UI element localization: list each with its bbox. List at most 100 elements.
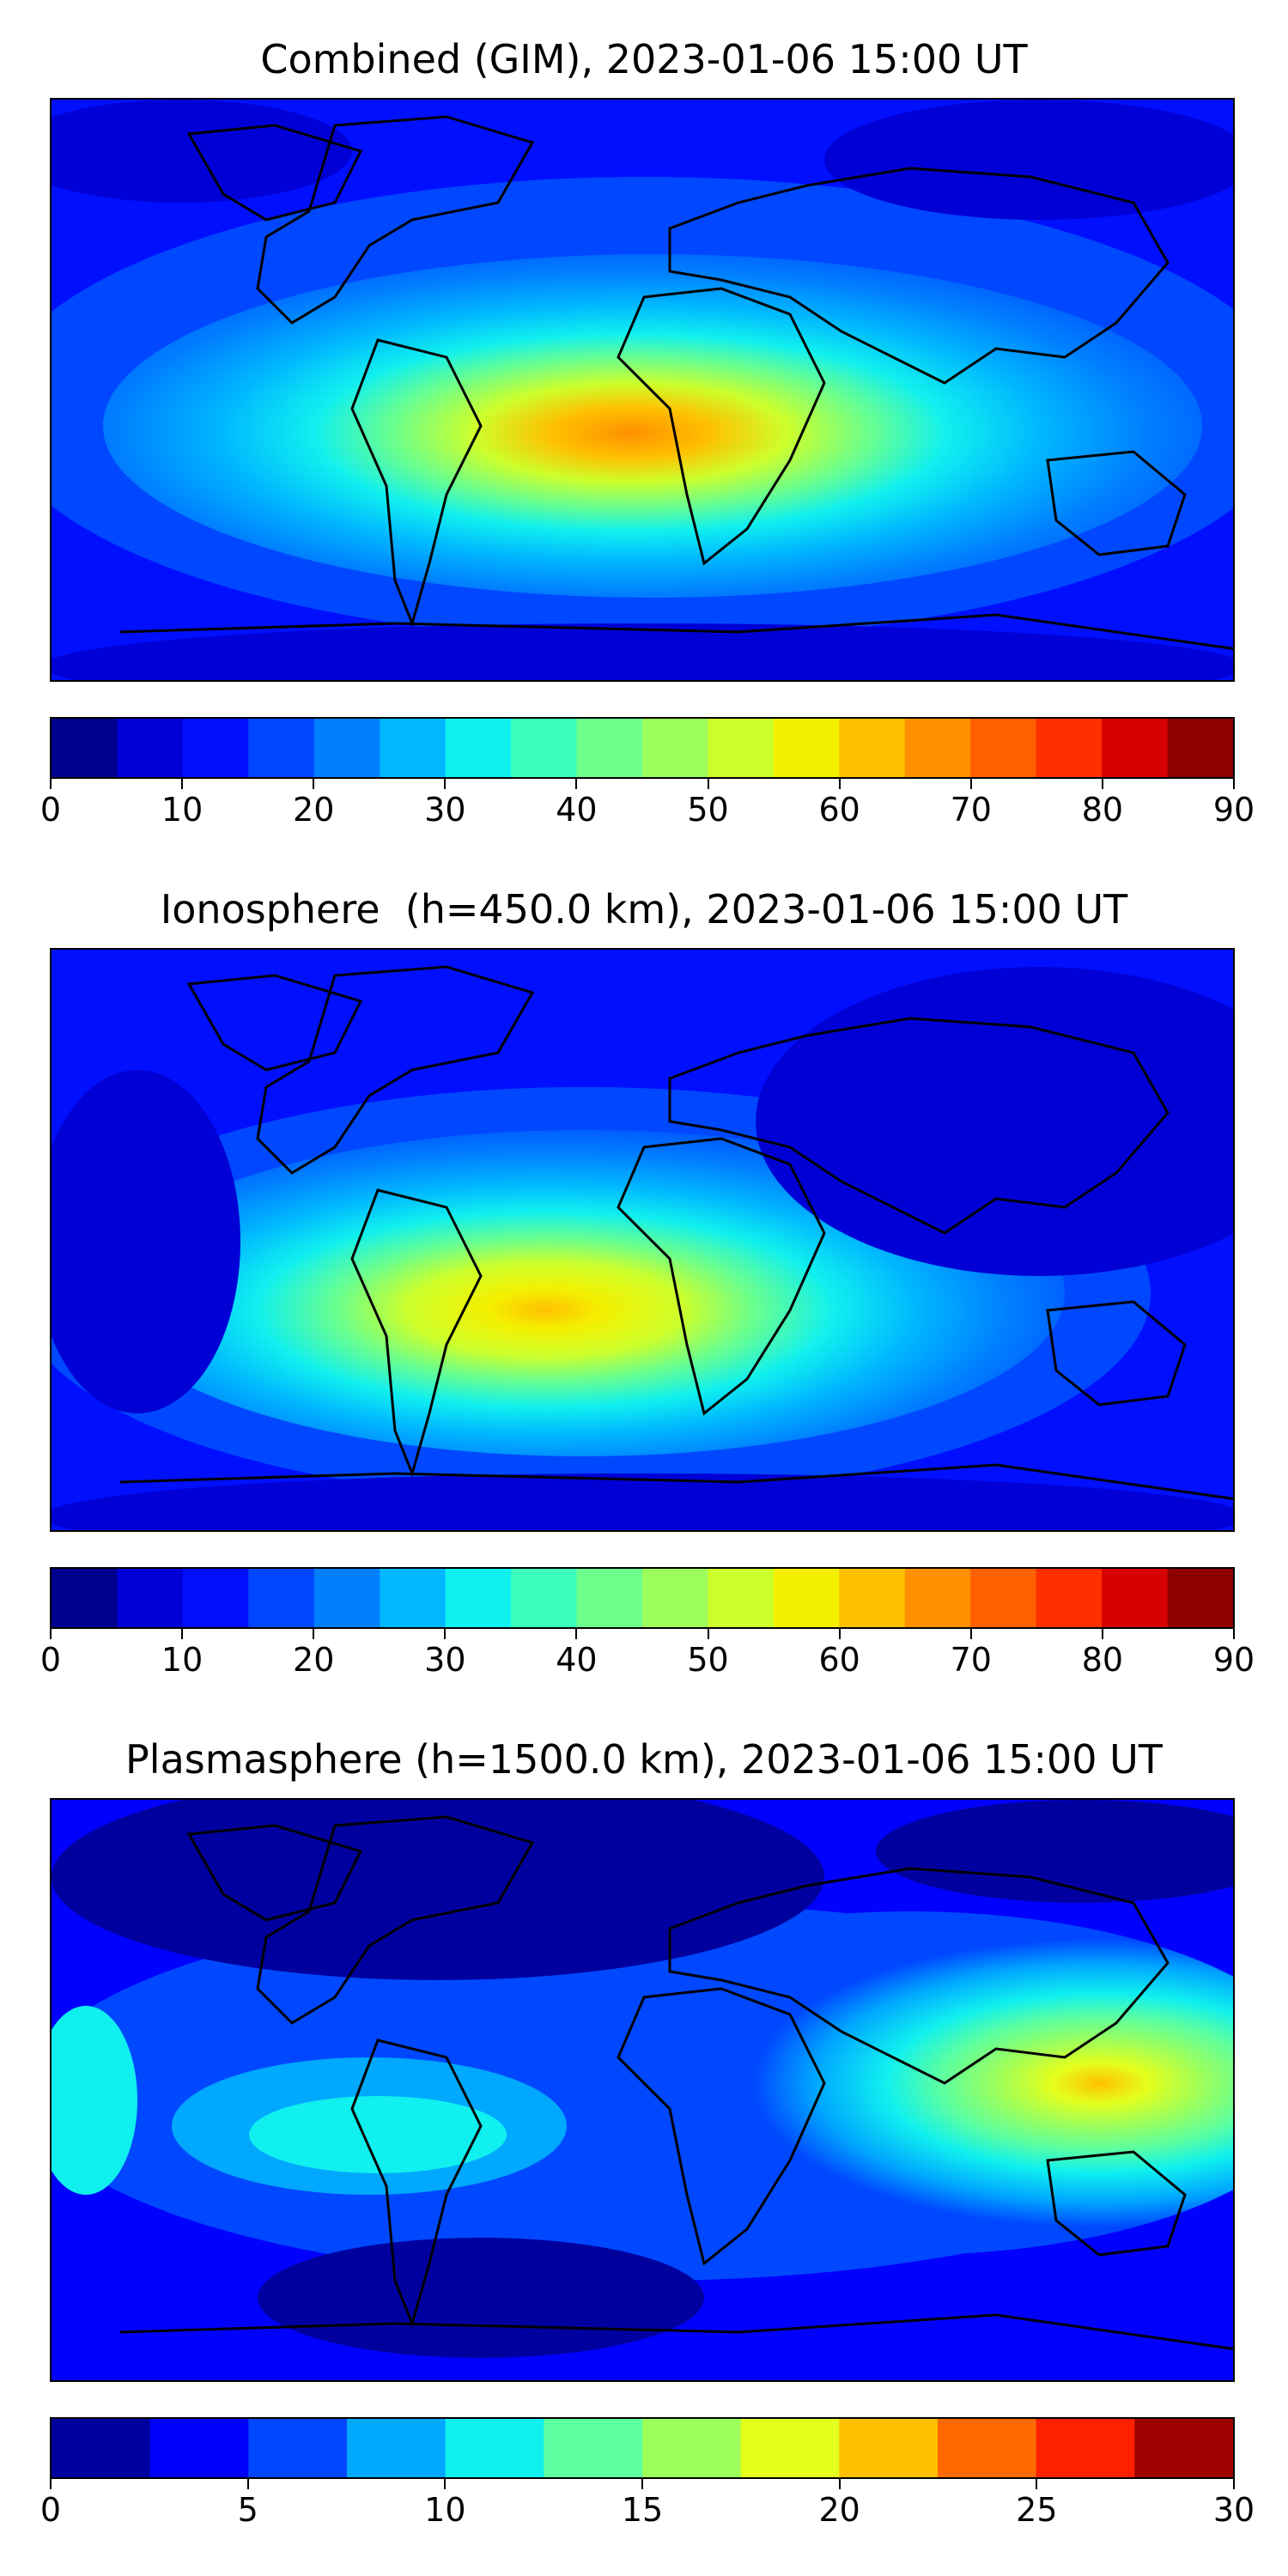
colorbar-tick-label: 50	[687, 791, 729, 829]
coastlines	[119, 115, 1233, 650]
colorbar-tick	[313, 1629, 315, 1639]
colorbar-tick-label: 90	[1212, 791, 1255, 829]
colorbar-segment	[938, 2419, 1037, 2477]
colorbar-tick-label: 20	[293, 791, 335, 829]
panel-title-combined: Combined (GIM), 2023-01-06 15:00 UT	[260, 36, 1028, 82]
colorbar-tick	[838, 779, 841, 789]
colorbar-segment	[839, 719, 906, 777]
colorbar-segment	[182, 1569, 249, 1627]
coastlines	[119, 965, 1233, 1500]
colorbar-segment	[511, 719, 578, 777]
colorbar-plasmasphere	[50, 2417, 1235, 2479]
colorbar-tick-label: 10	[424, 2491, 466, 2529]
colorbar-tick	[1233, 779, 1235, 789]
colorbar-tick	[444, 779, 447, 789]
colorbar-segment	[1167, 719, 1233, 777]
colorbar-tick	[641, 2479, 643, 2489]
colorbar-tick-label: 0	[39, 2491, 62, 2529]
colorbar-segment	[347, 2419, 447, 2477]
colorbar-segment	[52, 719, 118, 777]
colorbar-tick-label: 50	[687, 1641, 729, 1679]
colorbar-tick-label: 30	[424, 791, 466, 829]
colorbar-tick	[707, 1629, 709, 1639]
panel-title-plasmasphere: Plasmasphere (h=1500.0 km), 2023-01-06 1…	[125, 1736, 1163, 1783]
colorbar-tick	[444, 1629, 447, 1639]
colorbar-segment	[576, 719, 643, 777]
colorbar-segment	[576, 1569, 643, 1627]
colorbar-tick-label: 70	[950, 1641, 992, 1679]
colorbar-tick	[1101, 779, 1103, 789]
colorbar-segment	[380, 1569, 447, 1627]
colorbar-segment	[970, 719, 1037, 777]
colorbar-segment	[708, 1569, 775, 1627]
colorbar-tick-label: 15	[621, 2491, 664, 2529]
colorbar-tick-label: 20	[293, 1641, 335, 1679]
colorbar-segment	[544, 2419, 643, 2477]
colorbar-tick	[246, 2479, 249, 2489]
colorbar-tick	[969, 779, 972, 789]
colorbar-segment	[642, 719, 709, 777]
colorbar-tick	[181, 1629, 184, 1639]
colorbar-segment	[904, 1569, 971, 1627]
colorbar-tick-label: 30	[1212, 2491, 1255, 2529]
colorbar-segment	[117, 1569, 184, 1627]
colorbar-tick	[1233, 2479, 1235, 2489]
colorbar-tick	[181, 779, 184, 789]
colorbar-segment	[773, 719, 840, 777]
colorbar-tick-label: 90	[1212, 1641, 1255, 1679]
map-plasmasphere	[50, 1798, 1235, 2382]
colorbar-tick	[838, 1629, 841, 1639]
colorbar-segment	[904, 719, 971, 777]
colorbar-segment	[149, 2419, 249, 2477]
colorbar-segment	[708, 719, 775, 777]
colorbar-tick	[1101, 1629, 1103, 1639]
colorbar-segment	[1102, 719, 1169, 777]
colorbar-tick-label: 25	[1016, 2491, 1058, 2529]
colorbar-tick-label: 10	[161, 1641, 204, 1679]
colorbar-tick-label: 20	[818, 2491, 860, 2529]
colorbar-tick	[50, 2479, 52, 2489]
colorbar-tick	[1233, 1629, 1235, 1639]
panel-title-ionosphere: Ionosphere (h=450.0 km), 2023-01-06 15:0…	[160, 886, 1128, 933]
colorbar-tick-label: 10	[161, 791, 204, 829]
colorbar-tick-label: 70	[950, 791, 992, 829]
colorbar-segment	[248, 719, 315, 777]
colorbar-segment	[839, 1569, 906, 1627]
colorbar-segment	[52, 1569, 118, 1627]
colorbar-combined	[50, 717, 1235, 779]
colorbar-segment	[511, 1569, 578, 1627]
colorbar-tick-label: 60	[818, 1641, 860, 1679]
colorbar-tick	[313, 779, 315, 789]
colorbar-tick	[707, 779, 709, 789]
colorbar-segment	[182, 719, 249, 777]
colorbar-tick	[50, 1629, 52, 1639]
colorbar-tick	[838, 2479, 841, 2489]
colorbar-segment	[445, 719, 512, 777]
colorbar-tick	[444, 2479, 447, 2489]
colorbar-tick	[575, 779, 578, 789]
colorbar-tick-label: 0	[39, 1641, 62, 1679]
colorbar-segment	[1036, 719, 1103, 777]
colorbar-segment	[52, 2419, 151, 2477]
colorbar-segment	[839, 2419, 939, 2477]
colorbar-segment	[1036, 2419, 1135, 2477]
colorbar-segment	[313, 719, 380, 777]
colorbar-tick-label: 40	[556, 791, 598, 829]
colorbar-segment	[248, 1569, 315, 1627]
map-combined	[50, 98, 1235, 682]
colorbar-segment	[970, 1569, 1037, 1627]
colorbar-tick-label: 5	[237, 2491, 258, 2529]
colorbar-segment	[1102, 1569, 1169, 1627]
colorbar-segment	[642, 1569, 709, 1627]
colorbar-tick	[50, 779, 52, 789]
colorbar-segment	[248, 2419, 348, 2477]
colorbar-segment	[1167, 1569, 1233, 1627]
colorbar-segment	[1036, 1569, 1103, 1627]
colorbar-segment	[773, 1569, 840, 1627]
colorbar-tick-label: 40	[556, 1641, 598, 1679]
colorbar-tick-label: 60	[818, 791, 860, 829]
colorbar-segment	[117, 719, 184, 777]
colorbar-segment	[313, 1569, 380, 1627]
map-ionosphere	[50, 948, 1235, 1532]
colorbar-segment	[1134, 2419, 1233, 2477]
